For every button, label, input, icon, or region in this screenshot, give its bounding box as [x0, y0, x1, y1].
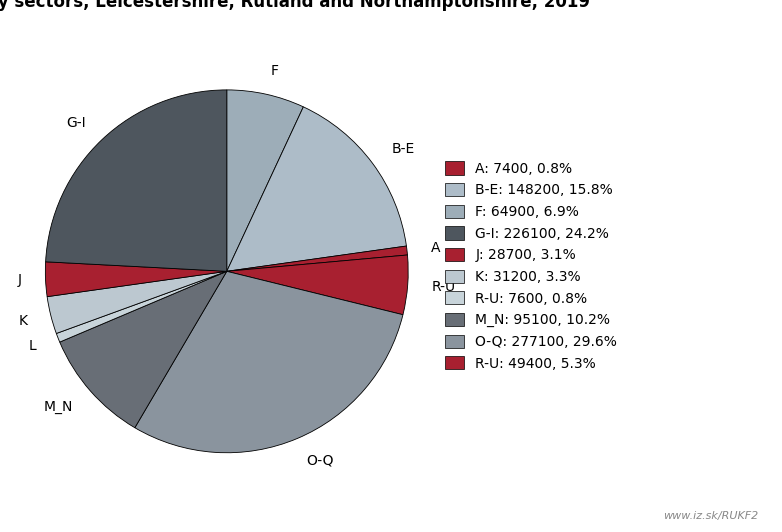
Wedge shape	[56, 271, 227, 342]
Legend: A: 7400, 0.8%, B-E: 148200, 15.8%, F: 64900, 6.9%, G-I: 226100, 24.2%, J: 28700,: A: 7400, 0.8%, B-E: 148200, 15.8%, F: 64…	[445, 162, 617, 370]
Text: B-E: B-E	[392, 143, 414, 156]
Text: R-U: R-U	[431, 280, 455, 294]
Text: O-Q: O-Q	[307, 453, 334, 467]
Text: K: K	[19, 314, 28, 328]
Text: M_N: M_N	[43, 400, 73, 413]
Text: L: L	[28, 339, 36, 353]
Title: Employment by sectors, Leicestershire, Rutland and Northamptonshire, 2019: Employment by sectors, Leicestershire, R…	[0, 0, 590, 11]
Wedge shape	[227, 255, 408, 315]
Wedge shape	[227, 107, 407, 271]
Wedge shape	[227, 90, 303, 271]
Text: G-I: G-I	[66, 115, 86, 130]
Wedge shape	[47, 271, 227, 334]
Text: J: J	[18, 273, 22, 287]
Wedge shape	[45, 262, 227, 297]
Wedge shape	[227, 246, 407, 271]
Text: www.iz.sk/RUKF2: www.iz.sk/RUKF2	[663, 511, 759, 521]
Wedge shape	[59, 271, 227, 428]
Wedge shape	[135, 271, 403, 453]
Text: F: F	[271, 64, 279, 78]
Wedge shape	[45, 90, 227, 271]
Text: A: A	[430, 241, 440, 255]
